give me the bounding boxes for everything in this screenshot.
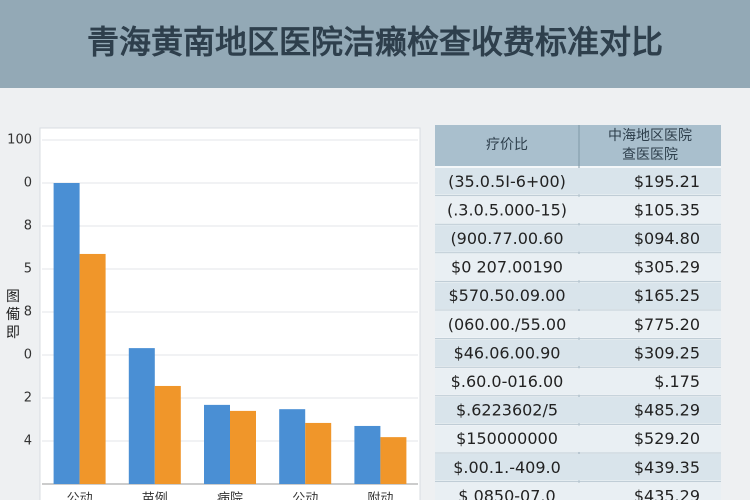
y-tick-label: 100: [7, 133, 32, 148]
bar: [230, 410, 256, 484]
bar: [204, 404, 230, 484]
table-cell: $309.25: [634, 343, 700, 362]
table-row: [435, 253, 721, 281]
x-tick-label: 公动: [67, 492, 93, 500]
table-row: [435, 168, 721, 195]
bar: [154, 385, 181, 484]
y-tick-label: 5: [24, 262, 32, 277]
table-cell: $ 0850-07.0: [458, 486, 555, 500]
table-row: [435, 339, 721, 367]
table-row: [435, 196, 721, 224]
y-tick-label: 8: [24, 305, 32, 320]
table-cell: $105.35: [634, 200, 700, 219]
y-tick-label: 8: [24, 219, 32, 234]
bar: [305, 422, 332, 484]
table-cell: $094.80: [634, 229, 700, 248]
table-row: [435, 482, 721, 500]
table-cell: $150000000: [456, 429, 558, 448]
table-cell: (35.0.5I-6+00): [448, 172, 566, 191]
bar: [354, 425, 381, 484]
table-row: [435, 311, 721, 338]
table-header-cell: 查医医院: [622, 147, 678, 163]
table-row: [435, 225, 721, 252]
table-cell: $.175: [654, 372, 700, 391]
table-header-cell: 疗价比: [486, 137, 528, 153]
table-cell: $46.06.00.90: [454, 343, 561, 362]
table-cell: $529.20: [634, 429, 700, 448]
x-tick-label: 苗例: [142, 492, 168, 500]
table-header: [435, 125, 721, 166]
table-cell: $435.29: [634, 486, 700, 500]
bar: [380, 437, 407, 484]
y-tick-label: 0: [24, 348, 32, 363]
table-cell: $.60.0-016.00: [451, 372, 564, 391]
table-cell: $305.29: [634, 258, 700, 277]
table-row: [435, 425, 721, 452]
bar: [79, 253, 106, 484]
table-row: [435, 368, 721, 395]
y-tick-label: 4: [24, 434, 32, 449]
table-row: [435, 396, 721, 424]
y-axis-label: 图僃即: [6, 289, 20, 341]
bar: [128, 348, 155, 484]
x-tick-label: 病院: [217, 492, 243, 500]
y-tick-label: 2: [24, 391, 32, 406]
table-cell: $439.35: [634, 458, 700, 477]
table-cell: $485.29: [634, 401, 700, 420]
bar: [53, 183, 80, 484]
table-cell: $.00.1.-409.0: [453, 458, 561, 477]
table-row: [435, 454, 721, 481]
title-banner: [0, 0, 750, 88]
bar: [279, 409, 306, 484]
x-tick-label: 公动: [292, 492, 318, 500]
table-header-cell: 中海地区医院: [608, 128, 692, 144]
table-row: [435, 282, 721, 309]
table-cell: $.6223602/5: [456, 401, 558, 420]
table-cell: $775.20: [634, 315, 700, 334]
table-cell: $165.25: [634, 286, 700, 305]
x-tick-label: 附动: [367, 492, 393, 500]
table-cell: (060.00./55.00: [448, 315, 567, 334]
y-tick-label: 0: [24, 176, 32, 191]
table-cell: $0 207.00190: [451, 258, 563, 277]
table-cell: (.3.0.5.000-15): [447, 200, 567, 219]
table-cell: $570.50.09.00: [448, 286, 565, 305]
title: 青海黄南地区医院洁癞检查收费标准对比: [87, 23, 663, 61]
table-cell: (900.77.00.60: [450, 229, 563, 248]
table-cell: $195.21: [634, 172, 700, 191]
